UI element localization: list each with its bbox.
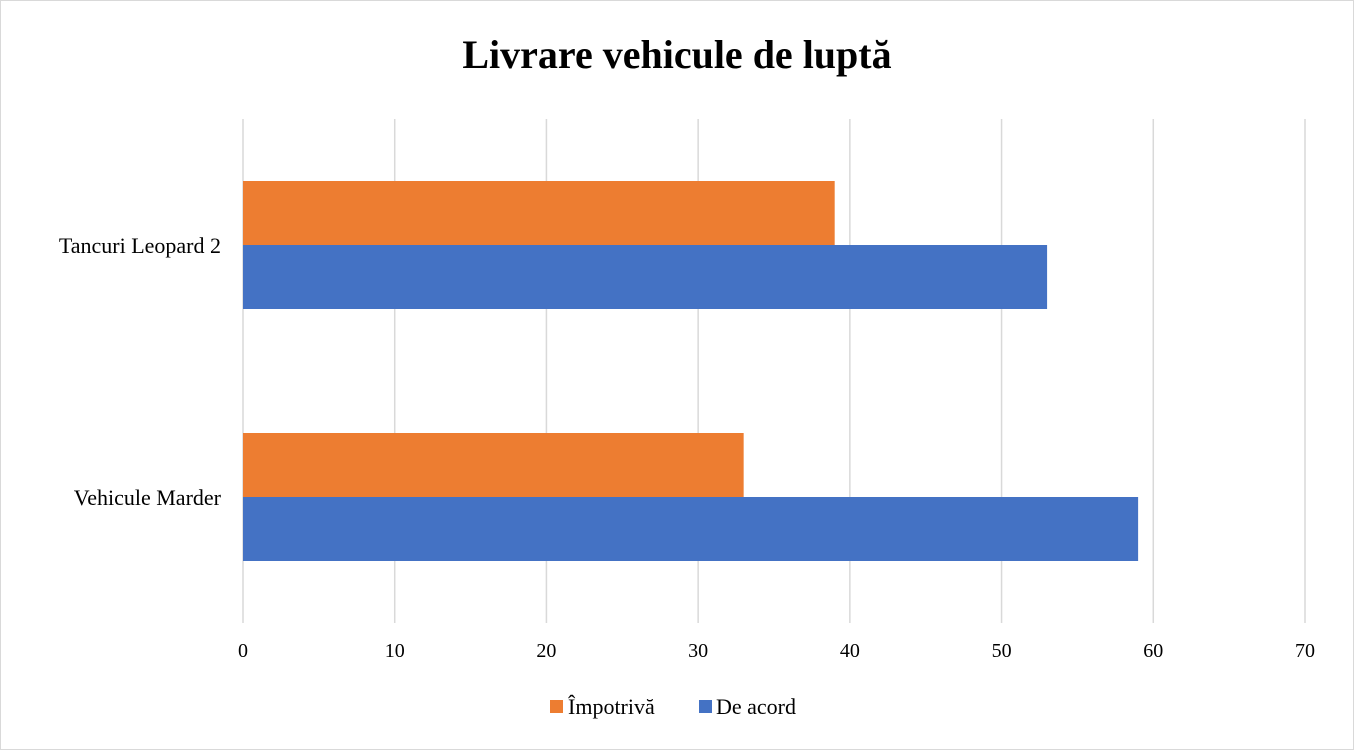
bar-impotriva <box>243 181 835 245</box>
legend-label: Împotrivă <box>568 694 655 719</box>
x-tick-label: 10 <box>385 640 405 662</box>
chart-title: Livrare vehicule de luptă <box>462 32 892 77</box>
bars <box>243 181 1139 561</box>
x-tick-label: 60 <box>1143 640 1163 662</box>
category-label: Tancuri Leopard 2 <box>59 233 221 258</box>
bar-impotriva <box>243 433 744 497</box>
category-label: Vehicule Marder <box>74 485 222 510</box>
x-tick-label: 70 <box>1295 640 1315 662</box>
category-labels: Tancuri Leopard 2 Vehicule Marder <box>59 233 222 510</box>
x-tick-label: 20 <box>536 640 556 662</box>
legend-swatch <box>550 700 563 713</box>
x-tick-label: 50 <box>992 640 1012 662</box>
x-tick-labels: 0 10 20 30 40 50 60 70 <box>238 640 1315 662</box>
legend: Împotrivă De acord <box>550 694 796 719</box>
x-tick-label: 30 <box>688 640 708 662</box>
x-tick-label: 40 <box>840 640 860 662</box>
bar-de-acord <box>243 497 1139 561</box>
bar-de-acord <box>243 245 1048 309</box>
legend-label: De acord <box>716 694 796 719</box>
x-tick-label: 0 <box>238 640 248 662</box>
legend-swatch <box>699 700 712 713</box>
